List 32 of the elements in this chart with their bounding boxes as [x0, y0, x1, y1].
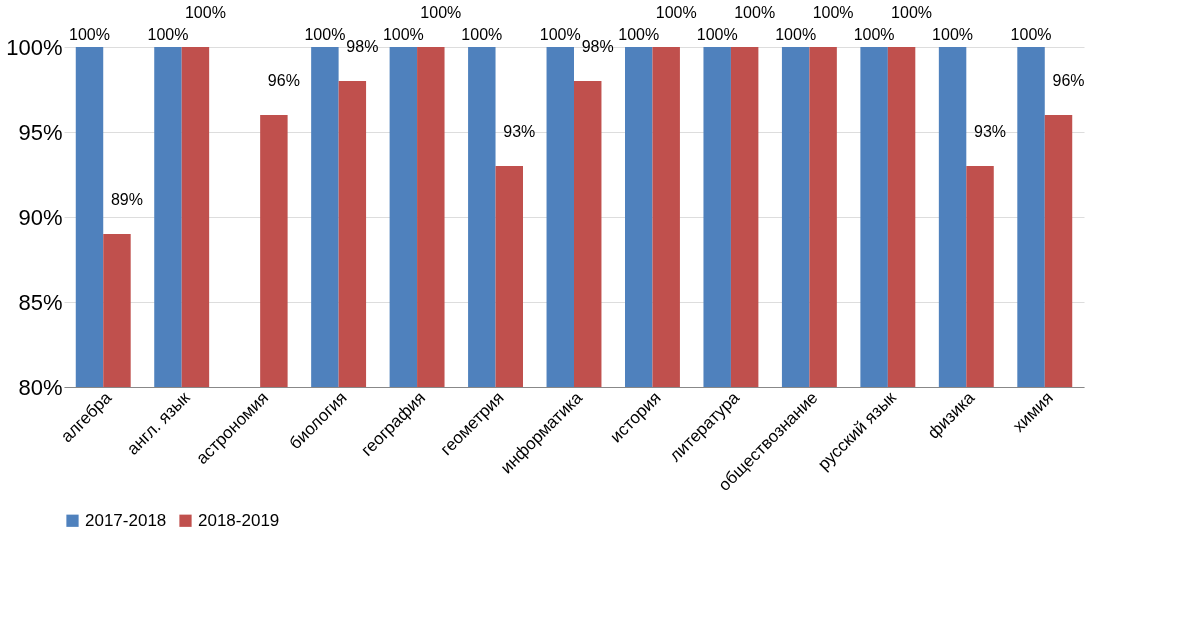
data-label: 100%: [382, 26, 424, 43]
data-label: 100%: [853, 26, 895, 43]
y-tick-label: 80%: [18, 374, 63, 400]
legend-label: 2017-2018: [85, 510, 167, 530]
data-label: 100%: [184, 4, 226, 21]
data-label: 100%: [420, 4, 462, 21]
data-label: 100%: [539, 26, 581, 43]
legend-label: 2018-2019: [198, 510, 280, 530]
data-label: 100%: [812, 4, 854, 21]
data-label: 100%: [775, 26, 817, 43]
data-label: 100%: [932, 26, 974, 43]
y-tick-label: 95%: [18, 119, 63, 145]
y-tick-label: 90%: [18, 204, 63, 230]
y-tick-label: 85%: [18, 289, 63, 315]
data-label: 100%: [655, 4, 697, 21]
data-label: 100%: [618, 26, 660, 43]
data-label: 100%: [734, 4, 776, 21]
data-label: 93%: [503, 123, 536, 140]
data-label: 96%: [1052, 72, 1085, 89]
data-label: 100%: [147, 26, 189, 43]
data-label: 100%: [461, 26, 503, 43]
data-label: 100%: [696, 26, 738, 43]
data-label: 96%: [267, 72, 300, 89]
data-label: 93%: [974, 123, 1007, 140]
y-tick-label: 100%: [6, 34, 63, 60]
data-label: 100%: [1010, 26, 1052, 43]
data-label: 98%: [346, 38, 379, 55]
data-label: 100%: [304, 26, 346, 43]
data-label: 98%: [581, 38, 614, 55]
data-label: 100%: [891, 4, 933, 21]
data-label: 100%: [69, 26, 110, 43]
data-label: 89%: [110, 191, 143, 208]
